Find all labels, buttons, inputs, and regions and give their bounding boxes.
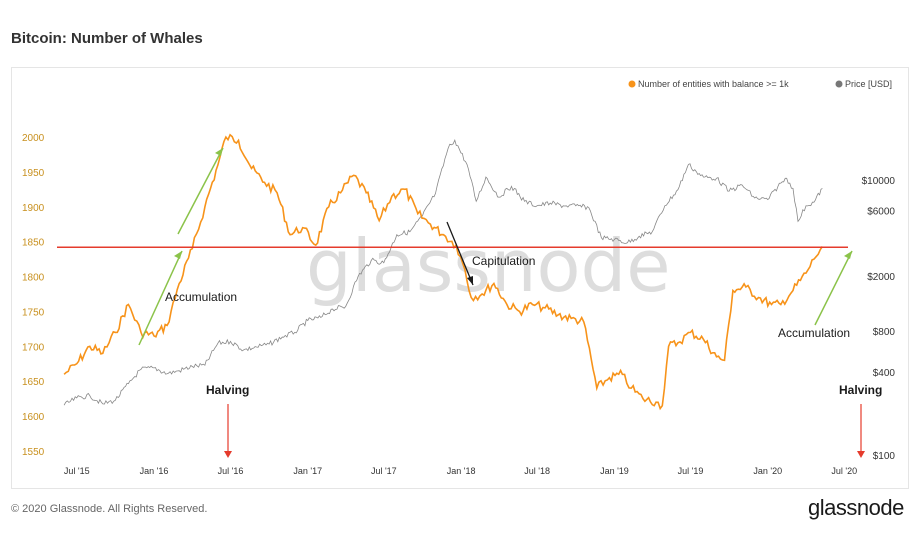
footer-copyright: © 2020 Glassnode. All Rights Reserved. (11, 503, 208, 515)
y-axis-right: $100 $400 $800 $2000 $6000 $10000 (862, 176, 896, 462)
annotation-accumulation-right: Accumulation (778, 326, 850, 340)
y-left-tick-label: 1600 (22, 412, 45, 423)
y-right-tick-label: $2000 (867, 272, 895, 283)
y-left-tick-label: 1750 (22, 307, 45, 318)
y-left-tick-label: 1850 (22, 238, 45, 249)
x-tick-label: Jan '19 (600, 466, 629, 476)
annotations: Accumulation Capitulation Accumulation H… (138, 147, 882, 458)
accumulation-arrow-2 (177, 147, 224, 235)
y-left-tick-label: 1800 (22, 273, 45, 284)
chart-svg: glassnode Number of entities with balanc… (22, 79, 896, 476)
halving-arrowhead-2016 (224, 451, 232, 458)
watermark: glassnode (306, 224, 671, 308)
halving-arrowhead-2020 (857, 451, 865, 458)
series-line-whales (63, 133, 824, 411)
legend: Number of entities with balance >= 1k Pr… (628, 79, 892, 89)
y-left-tick-label: 1650 (22, 377, 45, 388)
capitulation-arrow (446, 221, 474, 286)
x-tick-label: Jul '20 (831, 466, 857, 476)
x-tick-label: Jan '16 (140, 466, 169, 476)
y-right-tick-label: $400 (873, 368, 896, 379)
legend-label-whales[interactable]: Number of entities with balance >= 1k (638, 79, 789, 89)
y-right-tick-label: $10000 (862, 176, 896, 187)
accumulation-arrowhead-2 (215, 148, 223, 156)
x-axis: Jul '15 Jan '16 Jul '16 Jan '17 Jul '17 Jan '… (64, 466, 857, 476)
y-right-tick-label: $800 (873, 327, 896, 338)
series-line-price (63, 139, 823, 406)
y-left-tick-label: 1700 (22, 342, 45, 353)
capitulation-arrowhead (467, 276, 473, 285)
legend-label-price[interactable]: Price [USD] (845, 79, 892, 89)
annotation-capitulation: Capitulation (472, 254, 535, 268)
page-title: Bitcoin: Number of Whales (11, 30, 203, 47)
legend-marker-price (835, 80, 843, 88)
x-tick-label: Jan '18 (447, 466, 476, 476)
x-tick-label: Jan '17 (293, 466, 322, 476)
legend-marker-whales (628, 80, 636, 88)
accumulation-arrow-3 (814, 250, 853, 326)
y-left-tick-label: 1900 (22, 203, 45, 214)
y-left-tick-label: 2000 (22, 133, 45, 144)
accumulation-arrow-1 (138, 250, 183, 346)
x-tick-label: Jul '16 (218, 466, 244, 476)
annotation-halving-2016: Halving (206, 383, 249, 397)
x-tick-label: Jul '17 (371, 466, 397, 476)
annotation-accumulation-left: Accumulation (165, 290, 237, 304)
chart-frame: glassnode Number of entities with balanc… (11, 67, 909, 489)
annotation-halving-2020: Halving (839, 383, 882, 397)
y-left-tick-label: 1950 (22, 168, 45, 179)
y-right-tick-label: $100 (873, 451, 896, 462)
y-axis-left: 1550 1600 1650 1700 1750 1800 1850 1900 1950 2000 (22, 133, 45, 458)
x-tick-label: Jul '18 (524, 466, 550, 476)
glassnode-logo: glassnode (808, 495, 904, 520)
x-tick-label: Jul '15 (64, 466, 90, 476)
y-right-tick-label: $6000 (867, 207, 895, 218)
y-left-tick-label: 1550 (22, 447, 45, 458)
accumulation-arrowhead-3 (844, 251, 852, 259)
accumulation-arrowhead-1 (174, 251, 182, 259)
x-tick-label: Jul '19 (678, 466, 704, 476)
x-tick-label: Jan '20 (753, 466, 782, 476)
